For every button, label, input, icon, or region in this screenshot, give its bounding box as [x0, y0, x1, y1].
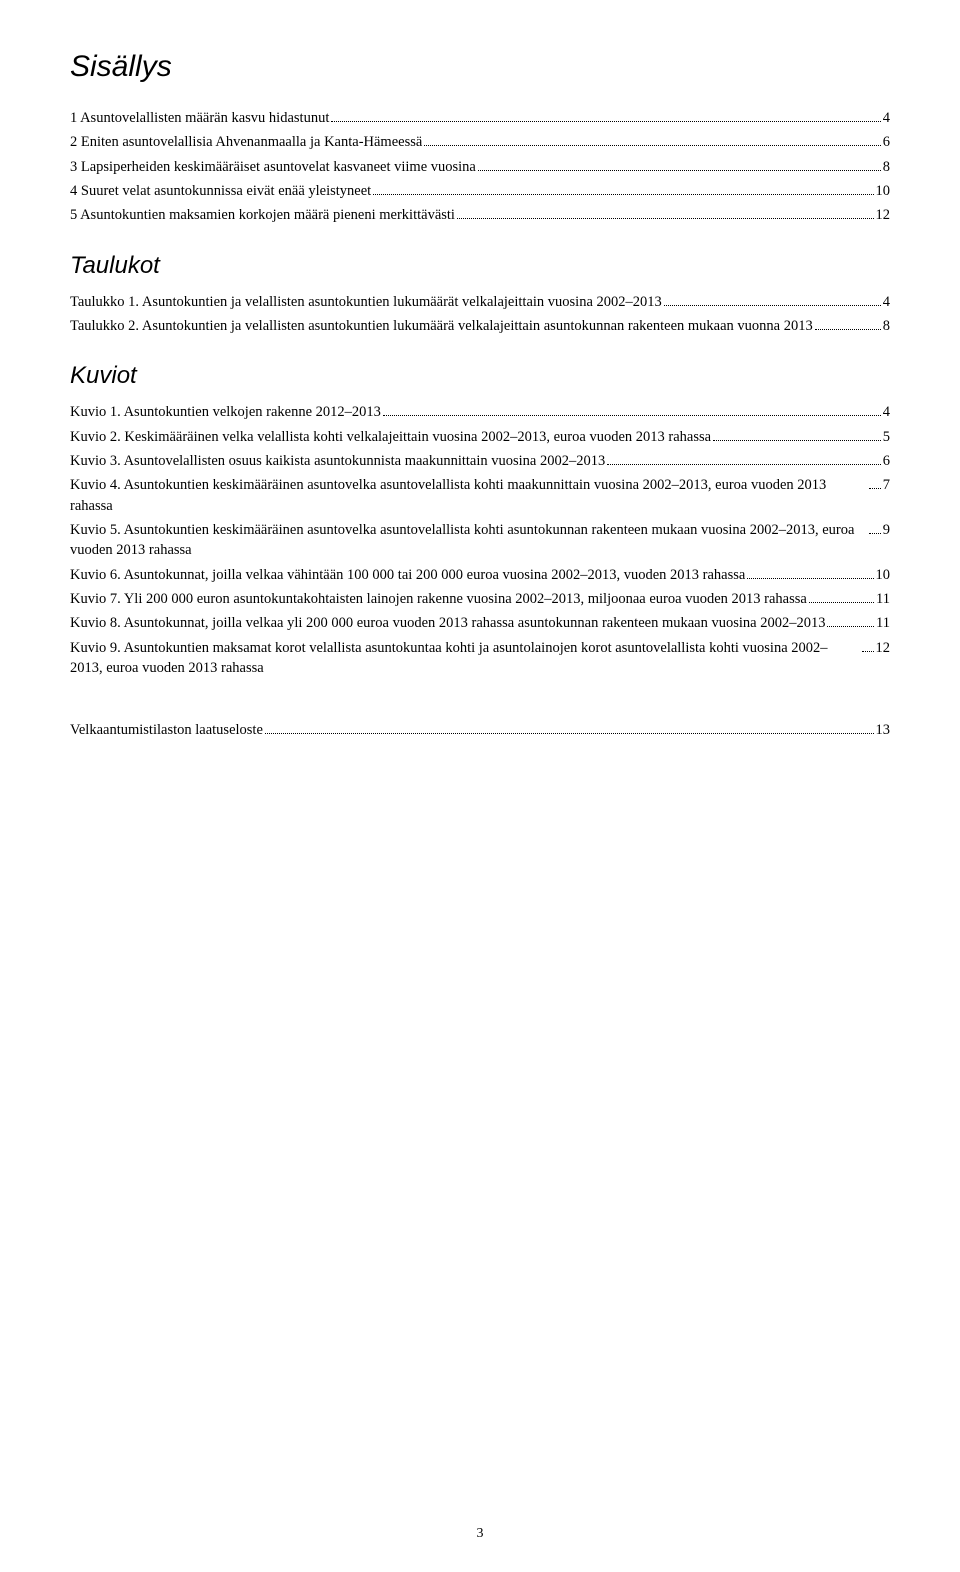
- toc-leader-dots: [607, 451, 881, 465]
- page-title: Sisällys: [70, 50, 890, 84]
- toc-entry-page: 10: [876, 181, 891, 201]
- toc-leader-dots: [809, 589, 874, 603]
- toc-entry-page: 10: [876, 565, 891, 585]
- toc-leader-dots: [478, 157, 881, 171]
- toc-entry-page: 11: [876, 613, 890, 633]
- toc-entry-page: 12: [876, 205, 891, 225]
- toc-entry-page: 8: [883, 316, 890, 336]
- toc-entry-page: 4: [883, 402, 890, 422]
- toc-leader-dots: [869, 520, 881, 534]
- toc-entry[interactable]: Kuvio 3. Asuntovelallisten osuus kaikist…: [70, 451, 890, 471]
- toc-entry[interactable]: 4 Suuret velat asuntokunnissa eivät enää…: [70, 181, 890, 201]
- toc-entry-text: Kuvio 5. Asuntokuntien keskimääräinen as…: [70, 520, 867, 561]
- toc-entry[interactable]: Kuvio 5. Asuntokuntien keskimääräinen as…: [70, 520, 890, 561]
- toc-entry-text: Kuvio 3. Asuntovelallisten osuus kaikist…: [70, 451, 605, 471]
- taulukot-heading: Taulukot: [70, 252, 890, 280]
- toc-bottom-section: Velkaantumistilaston laatuseloste 13: [70, 720, 890, 740]
- toc-entry-text: Kuvio 8. Asuntokunnat, joilla velkaa yli…: [70, 613, 825, 633]
- toc-entry[interactable]: Velkaantumistilaston laatuseloste 13: [70, 720, 890, 740]
- toc-entry[interactable]: Kuvio 2. Keskimääräinen velka velallista…: [70, 427, 890, 447]
- toc-entry-text: Kuvio 2. Keskimääräinen velka velallista…: [70, 427, 711, 447]
- toc-entry-page: 8: [883, 157, 890, 177]
- toc-entry[interactable]: Kuvio 4. Asuntokuntien keskimääräinen as…: [70, 475, 890, 516]
- toc-entry[interactable]: 1 Asuntovelallisten määrän kasvu hidastu…: [70, 108, 890, 128]
- toc-entry[interactable]: 5 Asuntokuntien maksamien korkojen määrä…: [70, 205, 890, 225]
- toc-entry-text: Taulukko 2. Asuntokuntien ja velallisten…: [70, 316, 813, 336]
- toc-entry-page: 4: [883, 108, 890, 128]
- toc-entry-page: 13: [876, 720, 891, 740]
- toc-entry[interactable]: Kuvio 8. Asuntokunnat, joilla velkaa yli…: [70, 613, 890, 633]
- toc-entry[interactable]: Kuvio 1. Asuntokuntien velkojen rakenne …: [70, 402, 890, 422]
- toc-entry[interactable]: 3 Lapsiperheiden keskimääräiset asuntove…: [70, 157, 890, 177]
- toc-entry-text: 1 Asuntovelallisten määrän kasvu hidastu…: [70, 108, 329, 128]
- toc-entry[interactable]: Kuvio 9. Asuntokuntien maksamat korot ve…: [70, 638, 890, 679]
- toc-leader-dots: [862, 638, 874, 652]
- toc-entry[interactable]: 2 Eniten asuntovelallisia Ahvenanmaalla …: [70, 132, 890, 152]
- toc-leader-dots: [815, 316, 881, 330]
- toc-kuviot-section: Kuvio 1. Asuntokuntien velkojen rakenne …: [70, 402, 890, 678]
- toc-leader-dots: [424, 132, 880, 146]
- toc-leader-dots: [713, 427, 881, 441]
- toc-leader-dots: [664, 292, 881, 306]
- toc-entry-page: 4: [883, 292, 890, 312]
- toc-entry[interactable]: Kuvio 7. Yli 200 000 euron asuntokuntako…: [70, 589, 890, 609]
- page: Sisällys 1 Asuntovelallisten määrän kasv…: [0, 0, 960, 1572]
- toc-taulukot-section: Taulukko 1. Asuntokuntien ja velallisten…: [70, 292, 890, 337]
- kuviot-heading: Kuviot: [70, 362, 890, 390]
- toc-entry-page: 12: [876, 638, 891, 658]
- toc-entry-text: Kuvio 6. Asuntokunnat, joilla velkaa väh…: [70, 565, 745, 585]
- toc-entry-text: 3 Lapsiperheiden keskimääräiset asuntove…: [70, 157, 476, 177]
- toc-entry-text: Velkaantumistilaston laatuseloste: [70, 720, 263, 740]
- toc-entry-text: Kuvio 9. Asuntokuntien maksamat korot ve…: [70, 638, 860, 679]
- toc-entry-page: 5: [883, 427, 890, 447]
- toc-leader-dots: [331, 108, 880, 122]
- toc-entry-page: 7: [883, 475, 890, 495]
- toc-leader-dots: [383, 402, 881, 416]
- toc-entry-page: 6: [883, 451, 890, 471]
- toc-entry-page: 9: [883, 520, 890, 540]
- toc-entry[interactable]: Taulukko 2. Asuntokuntien ja velallisten…: [70, 316, 890, 336]
- toc-entry[interactable]: Taulukko 1. Asuntokuntien ja velallisten…: [70, 292, 890, 312]
- toc-entry-text: Taulukko 1. Asuntokuntien ja velallisten…: [70, 292, 662, 312]
- toc-leader-dots: [265, 720, 874, 734]
- toc-entry-text: Kuvio 7. Yli 200 000 euron asuntokuntako…: [70, 589, 807, 609]
- toc-main-section: 1 Asuntovelallisten määrän kasvu hidastu…: [70, 108, 890, 226]
- toc-entry-text: Kuvio 1. Asuntokuntien velkojen rakenne …: [70, 402, 381, 422]
- toc-entry-page: 6: [883, 132, 890, 152]
- page-number: 3: [0, 1526, 960, 1542]
- toc-entry-text: 4 Suuret velat asuntokunnissa eivät enää…: [70, 181, 371, 201]
- toc-leader-dots: [827, 613, 874, 627]
- toc-entry-text: 2 Eniten asuntovelallisia Ahvenanmaalla …: [70, 132, 422, 152]
- toc-leader-dots: [457, 205, 874, 219]
- toc-entry-page: 11: [876, 589, 890, 609]
- toc-leader-dots: [747, 565, 873, 579]
- toc-leader-dots: [869, 475, 881, 489]
- toc-leader-dots: [373, 181, 873, 195]
- toc-entry-text: Kuvio 4. Asuntokuntien keskimääräinen as…: [70, 475, 867, 516]
- toc-entry[interactable]: Kuvio 6. Asuntokunnat, joilla velkaa väh…: [70, 565, 890, 585]
- toc-entry-text: 5 Asuntokuntien maksamien korkojen määrä…: [70, 205, 455, 225]
